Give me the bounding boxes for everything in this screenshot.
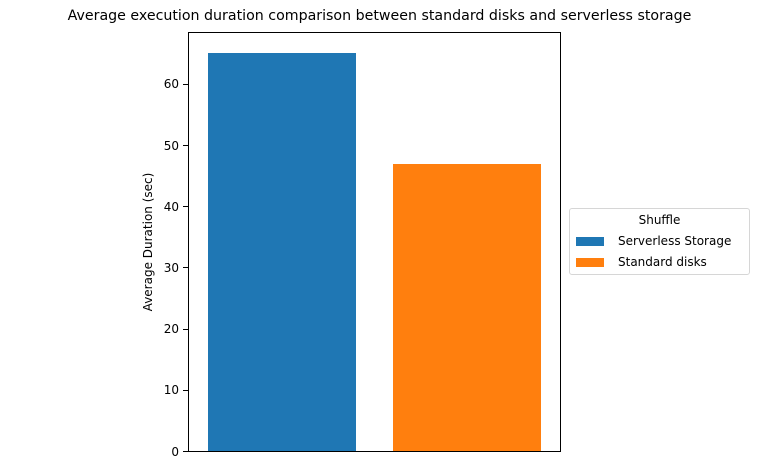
y-tick-label: 30 [163,260,179,275]
legend-swatch [576,236,604,246]
legend-item-serverless-storage: Serverless Storage [576,233,731,249]
bar-serverless-storage [207,53,356,451]
y-tick-label: 20 [163,322,179,337]
y-tick-mark [183,206,188,208]
chart-title: Average execution duration comparison be… [67,8,692,24]
y-tick-mark [183,267,188,269]
legend-title: Shuffle [638,213,681,227]
y-tick-mark [183,328,188,330]
y-tick-label: 0 [171,444,179,459]
y-tick-mark [183,145,188,147]
y-tick-mark [183,389,188,391]
legend-swatch [576,257,604,267]
y-tick-mark [183,83,188,85]
y-tick-label: 60 [163,77,179,92]
y-tick-label: 50 [163,138,179,153]
legend: Shuffle Serverless Storage Standard disk… [569,208,750,275]
plot-area [188,32,561,452]
y-axis-label: Average Duration (sec) [141,172,155,312]
y-tick-mark [183,451,188,452]
y-tick-label: 40 [163,199,179,214]
legend-label: Serverless Storage [618,234,732,248]
bar-standard-disks [393,163,542,451]
legend-label: Standard disks [618,255,707,269]
y-tick-label: 10 [163,383,179,398]
legend-item-standard-disks: Standard disks [576,254,707,270]
